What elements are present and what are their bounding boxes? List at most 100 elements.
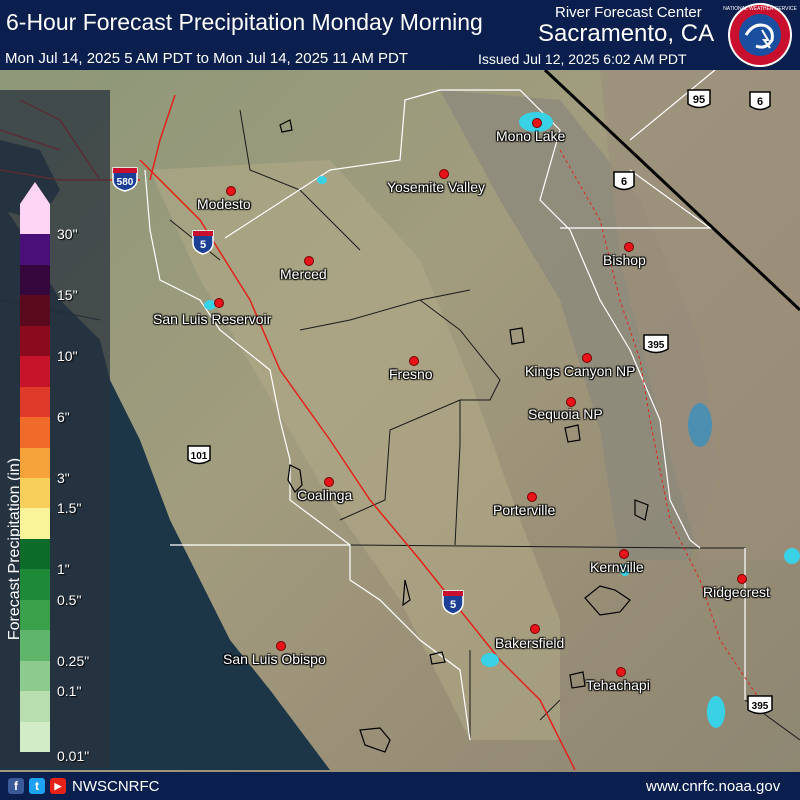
twitter-icon[interactable]: t bbox=[29, 778, 45, 794]
us-6-number-east: 6 bbox=[757, 96, 763, 108]
basin-lines bbox=[144, 89, 746, 741]
us-6-shield-west: 6 bbox=[613, 171, 635, 191]
header-banner: 6-Hour Forecast Precipitation Monday Mor… bbox=[0, 0, 800, 48]
us-6-number-west: 6 bbox=[621, 176, 627, 188]
legend-band bbox=[20, 569, 50, 601]
city-label-merced: Merced bbox=[280, 266, 327, 282]
map-title: 6-Hour Forecast Precipitation Monday Mor… bbox=[6, 9, 483, 35]
office-name: Sacramento, CA bbox=[538, 20, 715, 47]
issued-time: Issued Jul 12, 2025 6:02 AM PDT bbox=[478, 51, 687, 67]
city-label-mono-lake: Mono Lake bbox=[496, 128, 566, 144]
legend-band bbox=[20, 325, 50, 357]
us-101-number: 101 bbox=[191, 451, 208, 462]
youtube-icon[interactable]: ▶ bbox=[50, 778, 66, 794]
legend-band bbox=[20, 447, 50, 479]
interstate-5-shield-north: 5 bbox=[192, 230, 214, 255]
city-label-modesto: Modesto bbox=[197, 196, 251, 212]
city-label-bishop: Bishop bbox=[603, 252, 646, 268]
city-label-san-luis-reservoir: San Luis Reservoir bbox=[153, 311, 272, 327]
legend-tick-label: 0.25" bbox=[57, 652, 90, 669]
legend-band bbox=[20, 508, 50, 540]
city-label-fresno: Fresno bbox=[389, 366, 433, 382]
city-dot-tehachapi bbox=[616, 667, 626, 677]
city-dot-coalinga bbox=[324, 477, 334, 487]
legend-tick-label: 6" bbox=[57, 409, 70, 426]
legend-band bbox=[20, 691, 50, 723]
social-handle[interactable]: NWSCNRFC bbox=[72, 778, 160, 795]
svg-text:NATIONAL WEATHER SERVICE: NATIONAL WEATHER SERVICE bbox=[723, 6, 797, 12]
city-dot-porterville bbox=[527, 492, 537, 502]
city-label-porterville: Porterville bbox=[493, 502, 556, 518]
city-dot-san-luis-reservoir bbox=[214, 298, 224, 308]
legend-band bbox=[20, 721, 50, 753]
city-label-yosemite-valley: Yosemite Valley bbox=[387, 179, 486, 195]
interstate-5-shield-south: 5 bbox=[442, 590, 464, 615]
city-dot-san-luis-obispo bbox=[276, 641, 286, 651]
legend-tick-label: 3" bbox=[57, 470, 70, 486]
legend-arrow bbox=[20, 182, 50, 204]
city-label-tehachapi: Tehachapi bbox=[586, 677, 650, 693]
city-label-san-luis-obispo: San Luis Obispo bbox=[223, 651, 326, 667]
footer-banner: f t ▶ NWSCNRFC www.cnrfc.noaa.gov bbox=[0, 772, 800, 800]
legend-tick-label: 15" bbox=[57, 287, 78, 304]
us-395-shield-north: 395 bbox=[643, 334, 669, 354]
city-dot-merced bbox=[304, 256, 314, 266]
legend-tick-label: 30" bbox=[57, 226, 78, 243]
city-label-bakersfield: Bakersfield bbox=[495, 635, 565, 651]
subheader-banner: Mon Jul 14, 2025 5 AM PDT to Mon Jul 14,… bbox=[0, 48, 800, 70]
legend-band bbox=[20, 660, 50, 692]
city-dot-modesto bbox=[226, 186, 236, 196]
state-line bbox=[543, 68, 800, 312]
city-dot-kings-canyon bbox=[582, 353, 592, 363]
nevada-border-white bbox=[560, 169, 712, 229]
legend-band bbox=[20, 630, 50, 662]
legend-tick-label: 1.5" bbox=[57, 500, 82, 517]
interstate-580-number: 580 bbox=[117, 177, 134, 188]
us-395-number-north: 395 bbox=[648, 340, 665, 351]
legend-band bbox=[20, 356, 50, 388]
interstate-5-number: 5 bbox=[200, 239, 206, 251]
us-6-shield-east: 6 bbox=[749, 91, 771, 111]
city-dot-bakersfield bbox=[530, 624, 540, 634]
city-label-coalinga: Coalinga bbox=[297, 487, 353, 503]
interstate-580-shield: 580 bbox=[112, 167, 138, 192]
city-label-sequoia: Sequoia NP bbox=[528, 406, 603, 422]
reservoir-outlines bbox=[279, 119, 649, 753]
us-routes bbox=[559, 149, 761, 701]
legend-tick-label: 0.5" bbox=[57, 591, 82, 608]
legend-band bbox=[20, 234, 50, 266]
us-95-shield: 95 bbox=[687, 89, 711, 109]
legend-band bbox=[20, 295, 50, 327]
legend-band bbox=[20, 386, 50, 418]
rfc-label: River Forecast Center bbox=[555, 4, 702, 21]
legend-tick-label: 10" bbox=[57, 348, 78, 365]
precip-legend: Forecast Precipitation (in) 30" 15" 10" 6" 3… bbox=[0, 90, 110, 768]
city-dot-bishop bbox=[624, 242, 634, 252]
legend-band bbox=[20, 478, 50, 509]
city-dot-mono-lake bbox=[532, 118, 542, 128]
city-dot-kernville bbox=[619, 549, 629, 559]
nevada-border-white-2 bbox=[629, 69, 716, 141]
legend-band bbox=[20, 538, 50, 570]
legend-tick-label: 1" bbox=[57, 561, 70, 578]
us-395-shield-south: 395 bbox=[747, 695, 773, 715]
legend-tick-label: 0.01" bbox=[57, 748, 90, 764]
city-dot-yosemite-valley bbox=[439, 169, 449, 179]
legend-band bbox=[20, 417, 50, 449]
east-desert bbox=[600, 70, 800, 560]
us-101-shield: 101 bbox=[187, 445, 211, 465]
us-95-number: 95 bbox=[693, 94, 705, 106]
us-395-number-south: 395 bbox=[752, 701, 769, 712]
city-dot-ridgecrest bbox=[737, 574, 747, 584]
interstate-5-number-south: 5 bbox=[450, 599, 456, 611]
city-dot-sequoia bbox=[566, 397, 576, 407]
city-dot-fresno bbox=[409, 356, 419, 366]
city-label-ridgecrest: Ridgecrest bbox=[703, 584, 770, 600]
legend-band bbox=[20, 599, 50, 631]
valid-time-range: Mon Jul 14, 2025 5 AM PDT to Mon Jul 14,… bbox=[5, 50, 408, 67]
legend-band bbox=[20, 264, 50, 296]
website-link[interactable]: www.cnrfc.noaa.gov bbox=[646, 778, 781, 795]
facebook-icon[interactable]: f bbox=[8, 778, 24, 794]
